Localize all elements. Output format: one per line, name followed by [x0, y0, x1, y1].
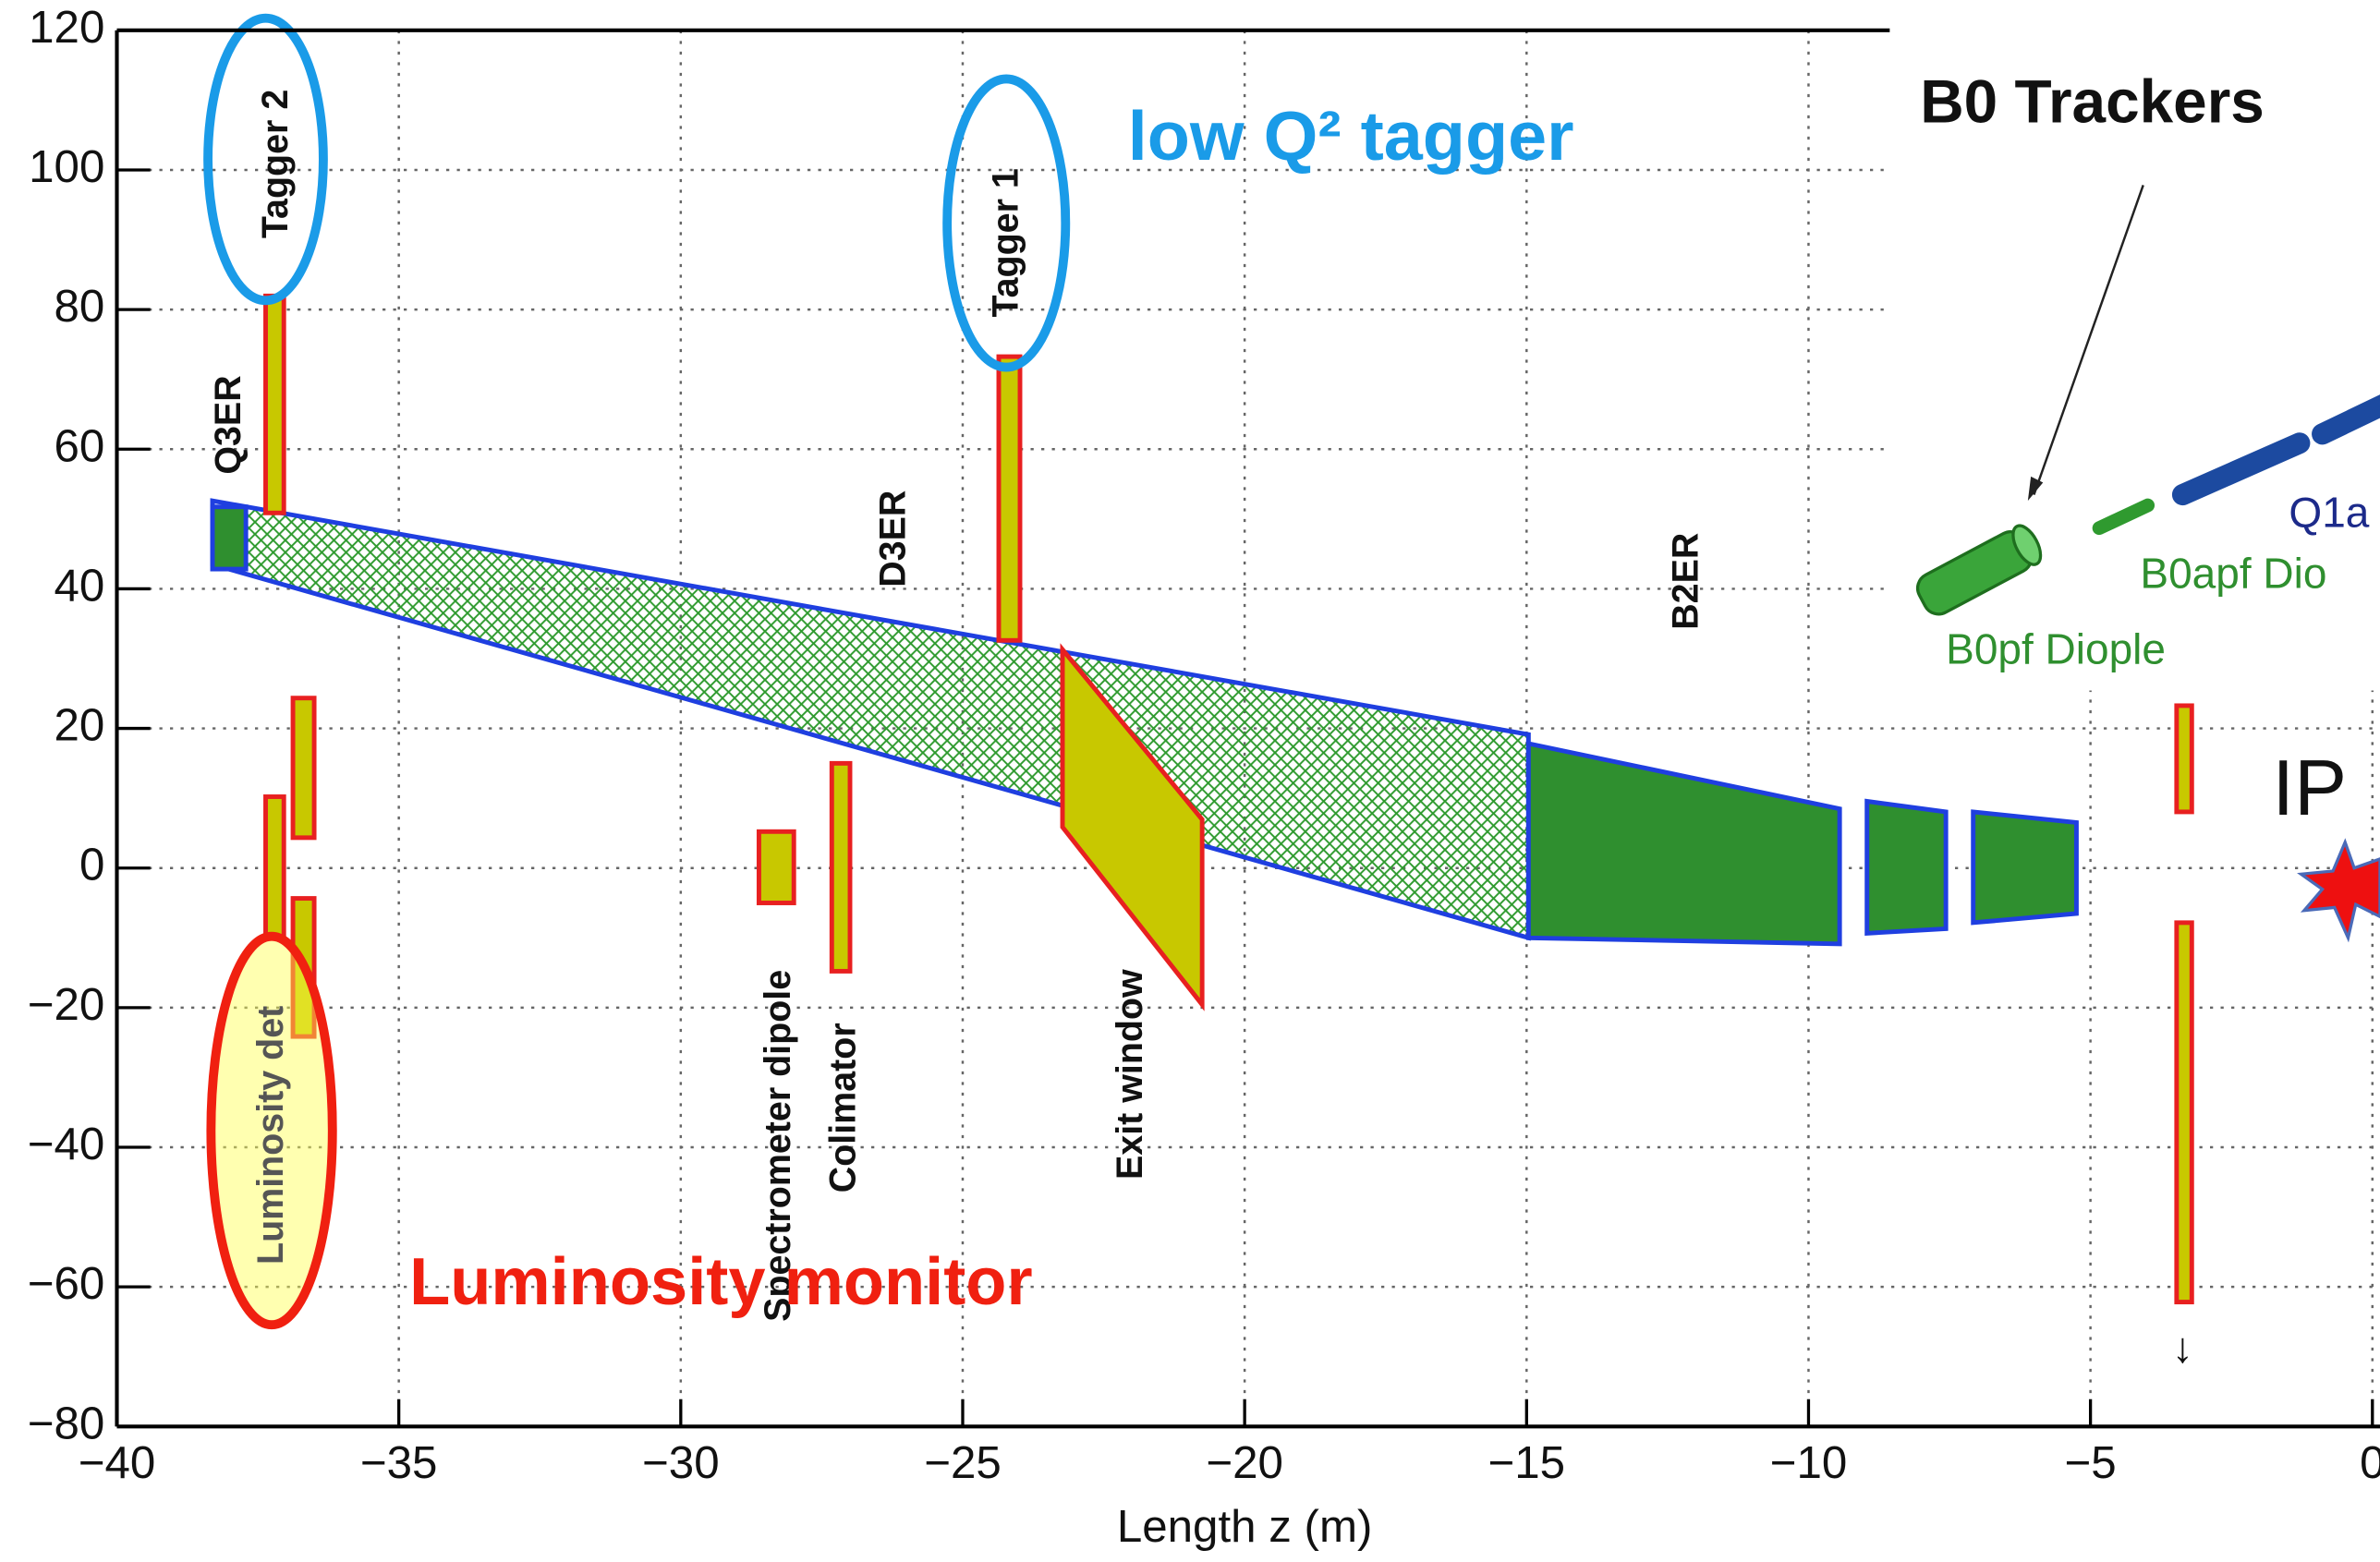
annotation: D3ER: [873, 490, 914, 587]
b0pf-cylinder: [1915, 524, 2043, 616]
cylinder: [2312, 394, 2380, 445]
beamline-elements: [203, 13, 2380, 1330]
x-tick-label: −5: [2065, 1437, 2117, 1488]
b0apf-cylinder: [2092, 498, 2155, 536]
y-tick-label: 80: [55, 281, 105, 332]
detector: [2174, 920, 2194, 1305]
pointer: [2033, 185, 2144, 495]
annotation: IP: [2272, 745, 2347, 832]
annotation: Tagger 2: [255, 90, 296, 238]
x-axis-title: Length z (m): [1117, 1501, 1373, 1552]
luminosity-highlight: [206, 931, 337, 1330]
ip-star: [2297, 838, 2380, 943]
b2er-magnet: [1525, 740, 1842, 947]
annotation: Luminosity det: [250, 1006, 291, 1265]
y-tick-label: −80: [28, 1398, 105, 1448]
axes-frame: −40 −35 −30 −25 −20 −15 −10 −5 0 −80 −60 −40 −20 0 20 4…: [28, 2, 2380, 1488]
tagger-2-highlight: [203, 13, 328, 306]
y-tick-label: 20: [55, 700, 105, 751]
q3er-magnet: [210, 504, 249, 572]
annotations: Tagger 2 Tagger 1 Q3ER D3ER B2ER Luminos…: [208, 67, 2370, 1552]
annotation: Q3ER: [208, 375, 249, 474]
spectrometer-dipole: [756, 829, 796, 905]
x-tick-label: −40: [79, 1437, 156, 1488]
y-tick-label: 0: [79, 840, 104, 890]
y-tick-label: −20: [28, 979, 105, 1030]
annotation: B0apf Dio: [2140, 549, 2326, 597]
y-tick-label: 60: [55, 420, 105, 471]
arrow-head: [2027, 476, 2044, 502]
annotation: B2ER: [1665, 533, 1706, 630]
exit-window: [1060, 643, 1205, 1011]
detector: [290, 696, 317, 841]
x-tick-label: −15: [1488, 1437, 1566, 1488]
beam-envelope: [210, 498, 1531, 941]
tagger-1-detector: [996, 354, 1023, 643]
colimator: [829, 760, 853, 974]
y-tick-label: 40: [55, 560, 105, 611]
x-tick-label: −25: [924, 1437, 1002, 1488]
annotation: Spectrometer dipole: [758, 970, 798, 1322]
x-tick-label: −30: [642, 1437, 720, 1488]
detector: [2174, 703, 2194, 815]
y-tick-label: 100: [29, 141, 104, 192]
annotation: Q1a: [2289, 489, 2369, 537]
annotation: ↓: [2172, 1323, 2193, 1371]
annotation: Colimator: [822, 1023, 863, 1193]
annotation: Tagger 1: [985, 168, 1026, 317]
tagger-1-highlight: [942, 74, 1071, 372]
annotation: Luminosity monitor: [409, 1245, 1032, 1319]
q1a-cylinder: [2171, 432, 2311, 506]
annotation: B0 Trackers: [1920, 67, 2265, 135]
annotation: Exit window: [1110, 969, 1150, 1180]
annotation: low Q² tagger: [1128, 98, 1574, 176]
annotation: B0pf Diople: [1946, 625, 2166, 673]
x-tick-label: −10: [1770, 1437, 1848, 1488]
inset: [1889, 0, 2380, 691]
y-tick-label: −40: [28, 1119, 105, 1169]
magnet: [1864, 798, 1949, 936]
y-tick-label: −60: [28, 1258, 105, 1309]
magnet: [1971, 809, 2079, 926]
detector: [263, 794, 286, 940]
x-tick-label: 0: [2360, 1437, 2380, 1488]
y-tick-label: 120: [29, 2, 104, 53]
x-tick-label: −35: [360, 1437, 438, 1488]
tagger-2-detector: [263, 293, 286, 515]
x-tick-label: −20: [1206, 1437, 1283, 1488]
